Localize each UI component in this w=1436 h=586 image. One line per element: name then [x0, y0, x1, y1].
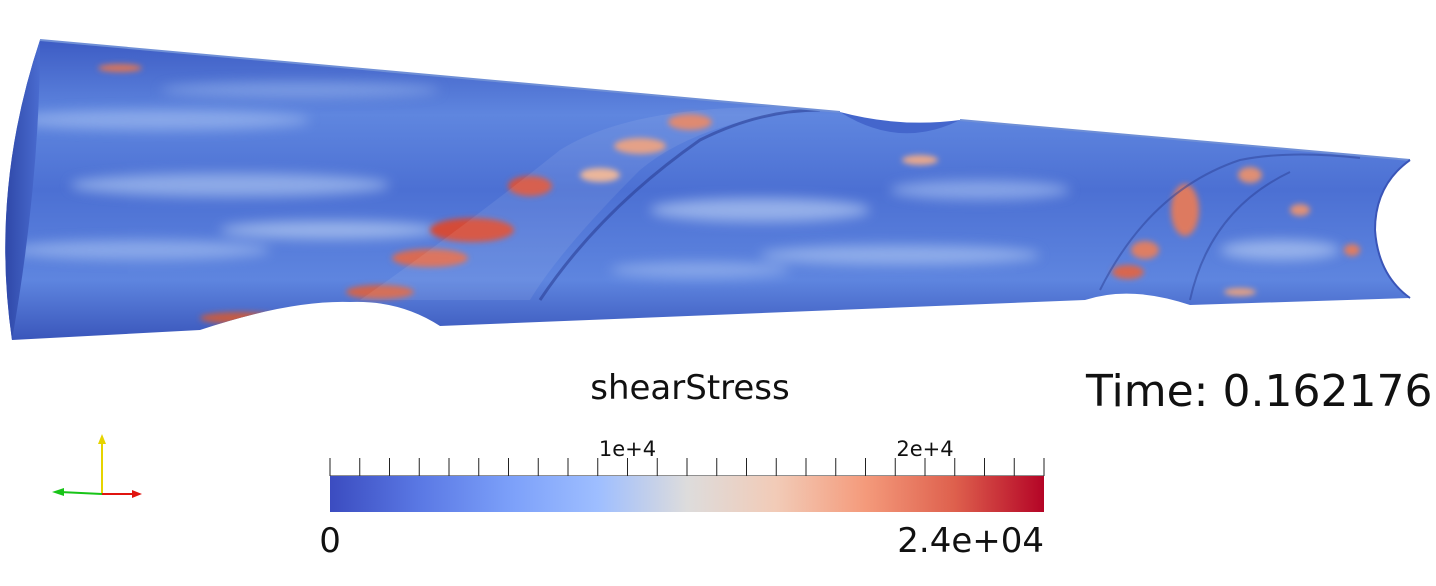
- time-value: 0.162176: [1222, 366, 1433, 417]
- time-annotation: Time: 0.162176: [1086, 366, 1432, 417]
- axis-x-arrow: [132, 490, 142, 498]
- colorbar-tick-label: 2e+4: [896, 437, 953, 461]
- colorbar-tick-label: 1e+4: [599, 437, 656, 461]
- top-notch: [840, 112, 960, 134]
- axis-z-line: [59, 491, 103, 495]
- tube-inlet-face: [5, 40, 40, 340]
- tube-surface: [5, 39, 1411, 340]
- render-viewport[interactable]: [0, 0, 1436, 360]
- colorbar-min-label: 0: [320, 521, 341, 561]
- axis-z-arrow: [52, 488, 64, 496]
- time-label: Time:: [1086, 366, 1209, 417]
- tube-outlet-face: [1373, 159, 1411, 299]
- orientation-axes-icon: [52, 434, 142, 498]
- colorbar-gradient: [330, 476, 1044, 512]
- scalar-colorbar[interactable]: 1e+4 2e+4 0 2.4e+04: [320, 430, 1060, 580]
- scalar-bar-title: shearStress: [590, 368, 790, 408]
- colorbar-max-label: 2.4e+04: [897, 521, 1044, 561]
- axis-y-arrow: [98, 434, 106, 444]
